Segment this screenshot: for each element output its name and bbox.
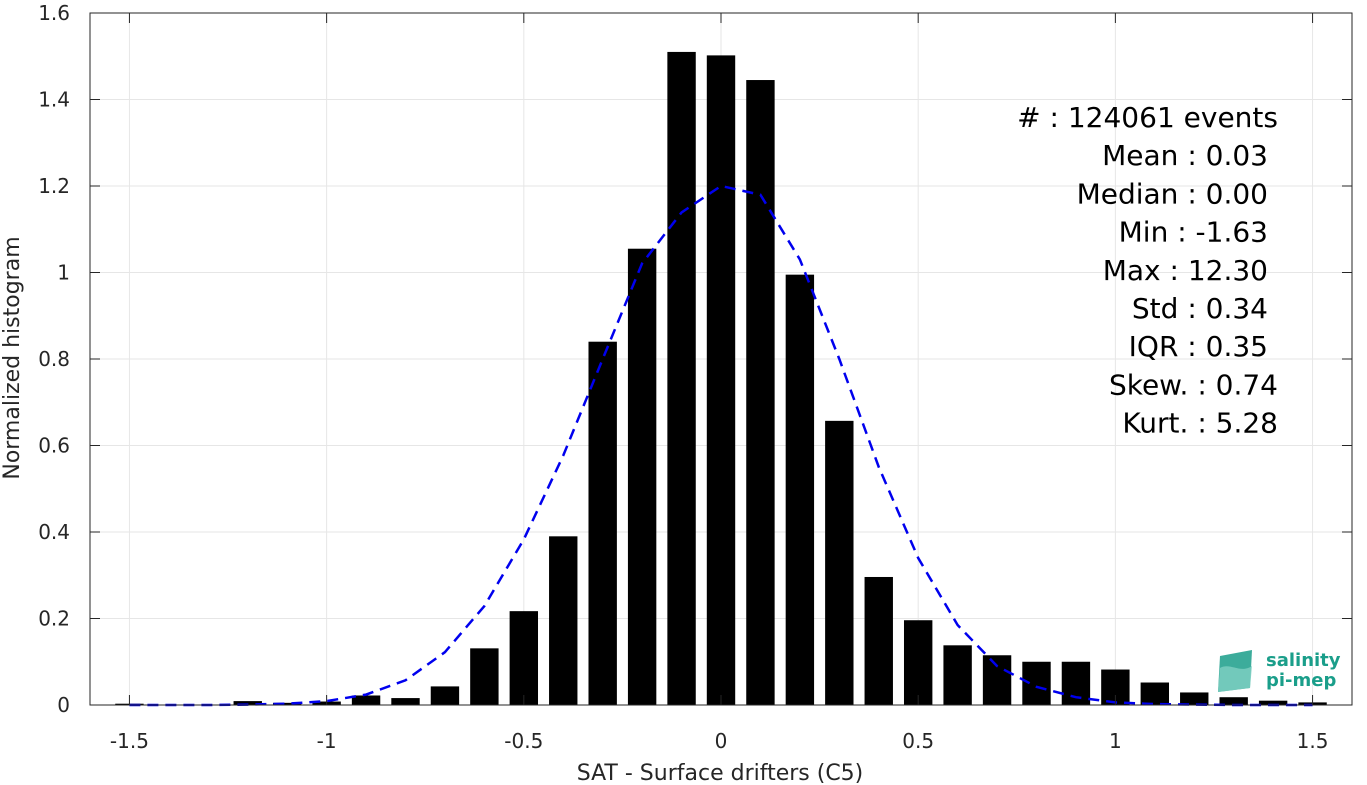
histogram-bar — [746, 80, 775, 706]
histogram-bar — [627, 248, 657, 705]
histogram-bar — [667, 51, 696, 706]
histogram-bar — [982, 655, 1012, 705]
stat-line: # : 124061 events — [1017, 101, 1278, 134]
histogram-bar — [825, 420, 854, 705]
histogram-bar — [430, 686, 460, 705]
stat-line: Min : -1.63 — [1119, 216, 1268, 249]
stat-line: Median : 0.00 — [1077, 177, 1268, 210]
histogram-bar — [1061, 661, 1091, 705]
histogram-bar — [1219, 697, 1248, 705]
y-tick-label: 1.6 — [38, 1, 70, 25]
stat-line: Skew. : 0.74 — [1109, 368, 1278, 401]
histogram-bar — [785, 274, 815, 705]
statistics-box: # : 124061 events Mean : 0.03 Median : 0.0… — [1017, 101, 1278, 440]
y-tick-label: 1.2 — [38, 174, 70, 198]
axis-ticks — [90, 12, 1352, 706]
y-tick-label: 0.8 — [38, 347, 70, 371]
histogram-bar — [351, 695, 381, 705]
y-axis-label: Normalized histogram — [0, 236, 25, 479]
histogram-bar — [1140, 682, 1170, 705]
y-tick-labels: 0 0.2 0.4 0.6 0.8 1 1.2 1.4 1.6 — [38, 1, 70, 717]
histogram-bar — [943, 645, 972, 705]
histogram-bar — [509, 611, 539, 705]
y-tick-label: 0.2 — [38, 607, 70, 631]
logo-line1: salinity — [1266, 650, 1341, 671]
histogram-bar — [588, 341, 617, 705]
histogram-bar — [706, 55, 736, 705]
histogram-bar — [903, 620, 933, 705]
x-tick-label: 0 — [715, 729, 728, 753]
logo-wave-icon-layer — [1218, 666, 1252, 692]
x-tick-label: -1.5 — [110, 729, 149, 753]
histogram-bar — [391, 698, 420, 705]
y-tick-label: 1.4 — [38, 88, 70, 112]
x-tick-label: 1.5 — [1297, 729, 1329, 753]
x-axis-label: SAT - Surface drifters (C5) — [577, 761, 864, 785]
histogram-bar — [1258, 700, 1288, 705]
x-tick-label: -0.5 — [504, 729, 543, 753]
histogram-bar — [864, 576, 893, 705]
x-tick-label: -1 — [317, 729, 337, 753]
y-tick-label: 0.4 — [38, 520, 70, 544]
x-tick-label: 0.5 — [902, 729, 934, 753]
y-tick-label: 0 — [57, 693, 70, 717]
x-tick-label: 1 — [1109, 729, 1122, 753]
stat-line: IQR : 0.35 — [1129, 330, 1268, 363]
histogram-bar — [1022, 661, 1051, 705]
y-tick-label: 1 — [57, 261, 70, 285]
histogram-bar — [1180, 692, 1209, 705]
x-tick-labels: -1.5 -1 -0.5 0 0.5 1 1.5 — [110, 729, 1329, 753]
stat-line: Mean : 0.03 — [1102, 139, 1268, 172]
histogram-bar — [233, 701, 262, 705]
stat-line: Std : 0.34 — [1132, 292, 1268, 325]
logo-line2: pi-mep — [1266, 670, 1336, 691]
y-tick-label: 0.6 — [38, 434, 70, 458]
stat-line: Max : 12.30 — [1103, 254, 1268, 287]
stat-line: Kurt. : 5.28 — [1122, 407, 1278, 440]
histogram-bars — [115, 51, 1327, 706]
histogram-bar — [470, 648, 499, 705]
histogram-bar — [549, 536, 578, 705]
histogram-bar — [272, 702, 302, 705]
salinity-pi-mep-logo: salinity pi-mep — [1218, 650, 1341, 692]
